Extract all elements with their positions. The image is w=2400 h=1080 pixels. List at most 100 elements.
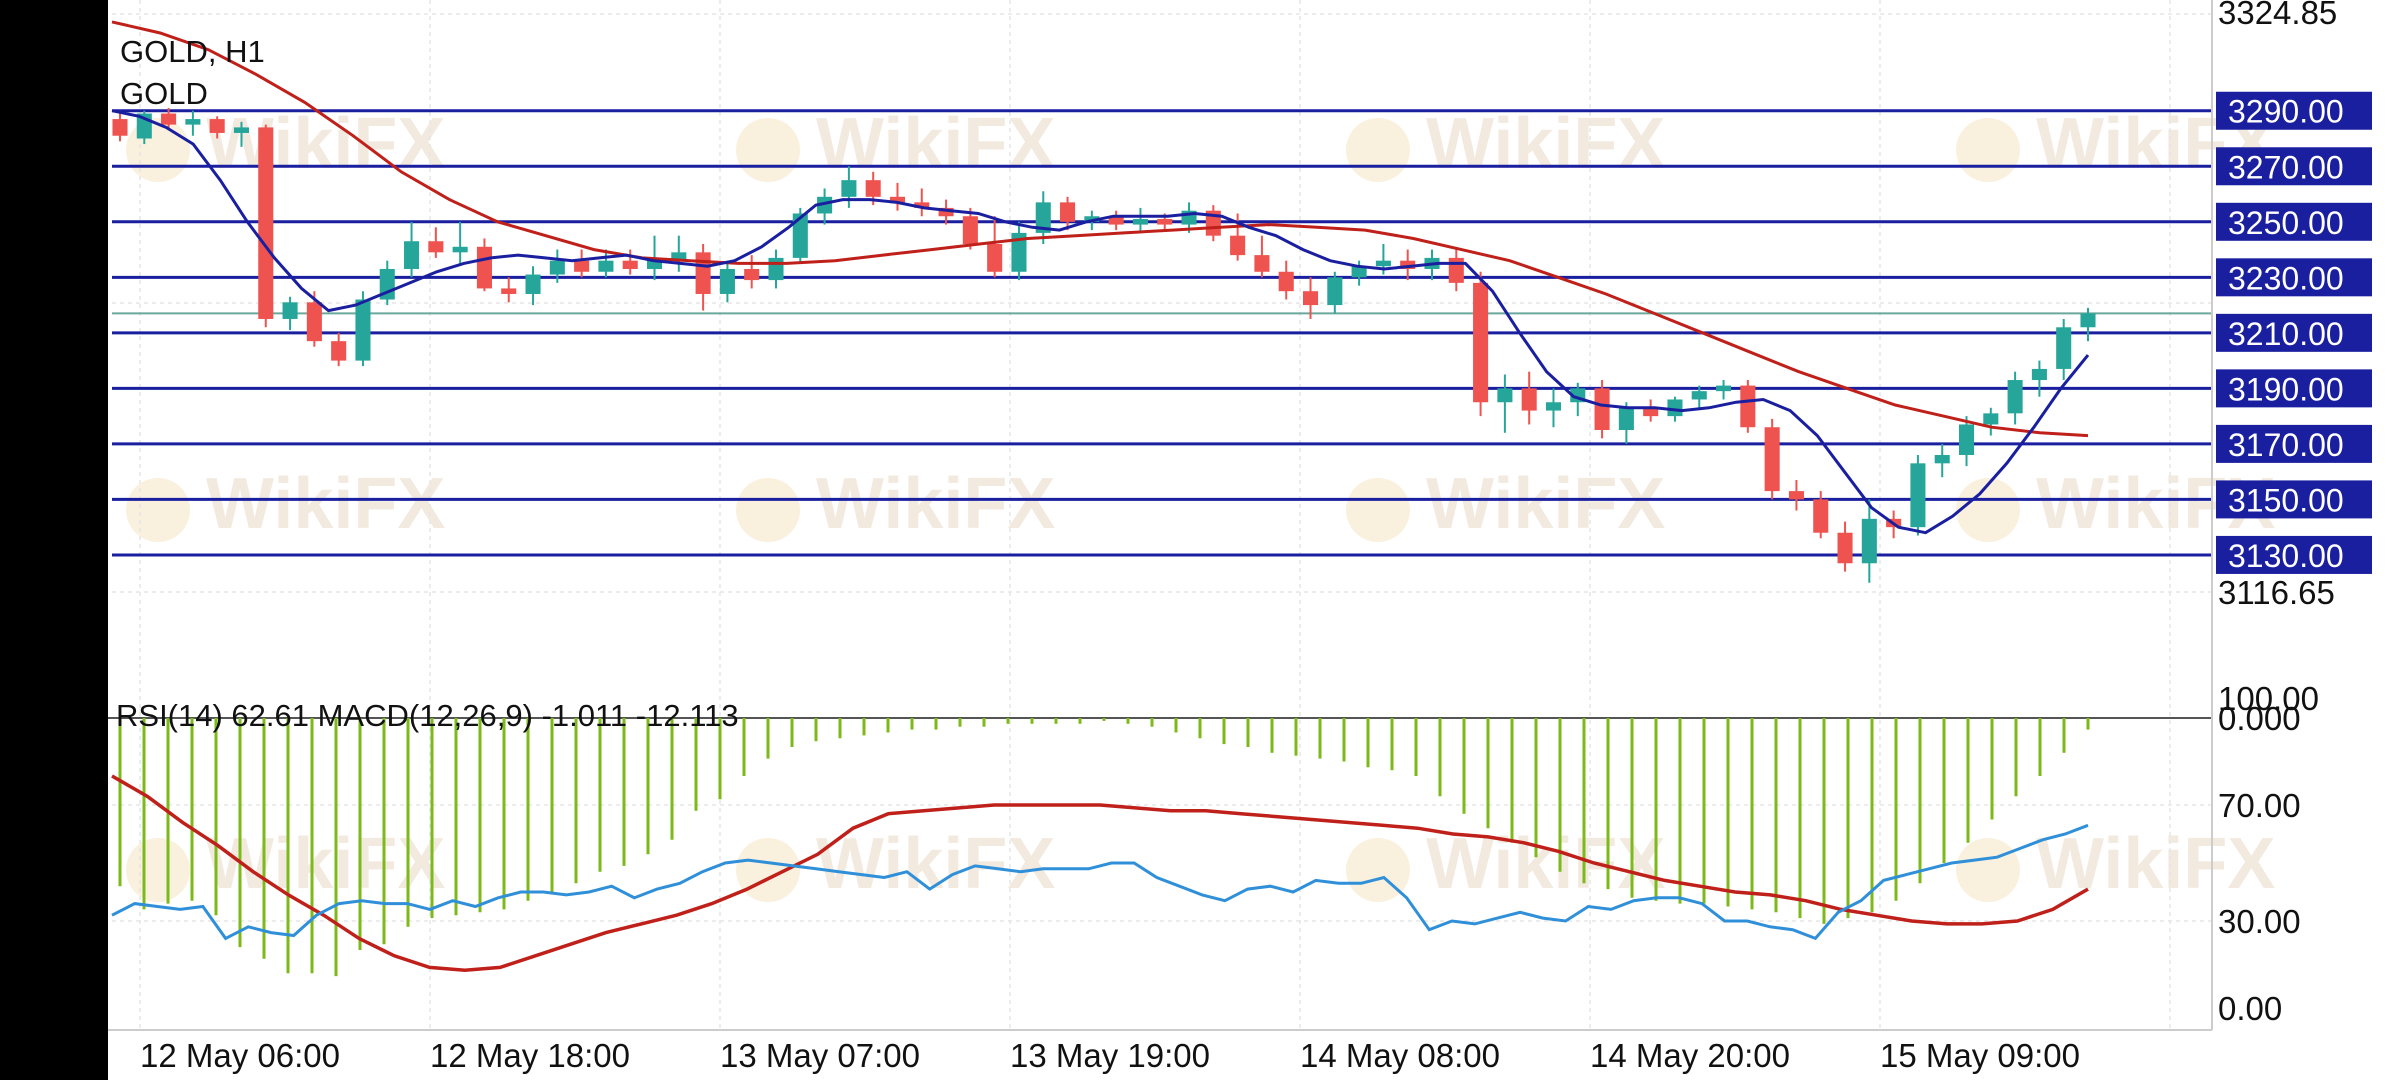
level-tag-label: 3150.00: [2228, 482, 2344, 518]
candle-body: [646, 260, 663, 269]
price-axis-tick-label: 0.000: [2218, 700, 2301, 737]
watermark-text: WikiFX: [1426, 104, 1665, 184]
level-tag-label: 3210.00: [2228, 316, 2344, 352]
candle-body: [987, 244, 1003, 272]
watermark-text: WikiFX: [1426, 824, 1665, 904]
candle-body: [112, 119, 128, 136]
rsi-line: [111, 823, 2089, 941]
candle-body: [1764, 427, 1780, 492]
candle-body: [914, 202, 930, 208]
candle-body: [1521, 388, 1537, 411]
level-tag-label: 3290.00: [2228, 94, 2344, 130]
candle-body: [574, 260, 590, 272]
candle-body: [1278, 271, 1294, 292]
candle-body: [2056, 327, 2072, 369]
candle-body: [1861, 518, 1877, 564]
level-tag-background: [2216, 369, 2372, 408]
candle-body: [1157, 219, 1173, 225]
candle-body: [598, 260, 614, 272]
price-axis-tick-label: 3116.65: [2218, 574, 2335, 611]
watermark-logo-icon: [1956, 118, 2020, 182]
candle-body: [1108, 216, 1124, 225]
level-tag-label: 3170.00: [2228, 427, 2344, 463]
candle-body: [938, 207, 954, 217]
candle-body: [331, 341, 347, 361]
candle-body: [1594, 388, 1610, 431]
candle-body: [404, 241, 420, 269]
level-tag-background: [2216, 202, 2372, 241]
time-axis-tick-label: 15 May 09:00: [1880, 1037, 2080, 1074]
time-axis-tick-label: 12 May 18:00: [430, 1037, 630, 1074]
price-axis-tick-label: 100.00: [2218, 680, 2319, 717]
watermark-layer: WikiFX WikiFX WikiFX WikiFX WikiFX WikiFX Wiki…: [126, 104, 2275, 904]
candle-body: [1230, 235, 1246, 256]
watermark-text: WikiFX: [816, 104, 1055, 184]
candle-body: [282, 302, 298, 319]
candle-body: [671, 252, 687, 261]
candlestick-series: [112, 107, 2096, 583]
time-axis-tick-label: 13 May 07:00: [720, 1037, 920, 1074]
time-axis-tick-label: 14 May 20:00: [1590, 1037, 1790, 1074]
watermark-logo-icon: [736, 838, 800, 902]
watermark-logo-icon: [736, 478, 800, 542]
candle-body: [1958, 424, 1975, 455]
candle-body: [1618, 407, 1634, 431]
candle-body: [1400, 260, 1416, 269]
candle-body: [1545, 402, 1562, 411]
watermark-logo-icon: [1346, 118, 1410, 182]
candle-body: [1788, 491, 1804, 500]
slow-moving-average-line: [111, 20, 2089, 438]
watermark-logo-icon: [126, 478, 190, 542]
level-tag-background: [2216, 147, 2372, 186]
candle-body: [1060, 202, 1076, 222]
candle-body: [719, 268, 735, 294]
level-price-tags: 3290.00 3270.00 3250.00 3230.00 3210.00 3190.…: [2216, 91, 2372, 574]
candle-body: [2080, 313, 2096, 328]
level-tag-label: 3190.00: [2228, 371, 2344, 407]
level-tag-background: [2216, 91, 2372, 130]
watermark-logo-icon: [126, 118, 190, 182]
left-black-bar: [0, 0, 108, 1080]
watermark-text: WikiFX: [816, 824, 1055, 904]
candle-body: [2031, 368, 2047, 381]
candle-body: [1716, 385, 1732, 392]
candle-body: [306, 302, 322, 342]
candle-body: [768, 257, 784, 281]
candle-body: [1643, 407, 1659, 417]
candle-body: [1327, 277, 1343, 306]
indicator-label: RSI(14) 62.61 MACD(12,26,9) -1.011 -12.1…: [116, 698, 739, 733]
time-axis-tick-label: 12 May 06:00: [140, 1037, 340, 1074]
chart-symbol-name: GOLD: [120, 76, 208, 111]
candle-body: [1011, 232, 1027, 272]
macd-histogram: [118, 718, 2090, 977]
candle-body: [355, 299, 371, 361]
candle-body: [1375, 260, 1391, 267]
level-tag-background: [2216, 480, 2372, 519]
candle-body: [1473, 282, 1489, 403]
candle-body: [1084, 216, 1100, 222]
candle-body: [1983, 413, 1999, 425]
watermark-logo-icon: [1956, 838, 2020, 902]
candle-body: [549, 260, 565, 275]
candle-body: [525, 274, 541, 294]
level-tag-label: 3230.00: [2228, 260, 2344, 296]
time-axis-labels[interactable]: 12 May 06:00 12 May 18:00 13 May 07:00 13 M…: [140, 1037, 2080, 1074]
candle-body: [501, 288, 517, 294]
price-axis-tick-label: 30.00: [2218, 903, 2301, 940]
candle-body: [1302, 291, 1319, 306]
candle-body: [1448, 257, 1464, 283]
candle-body: [1740, 385, 1756, 428]
price-axis-labels[interactable]: 3324.85 3116.65 100.000.000 70.00 30.00 0.00: [2218, 0, 2337, 1027]
candle-body: [476, 246, 492, 289]
candle-body: [209, 119, 225, 133]
watermark-text: WikiFX: [206, 464, 445, 544]
candle-body: [258, 127, 274, 319]
watermark-logo-icon: [1956, 478, 2020, 542]
candle-body: [744, 268, 760, 281]
candle-body: [817, 196, 833, 214]
candle-body: [865, 180, 881, 197]
candle-body: [1934, 454, 1950, 464]
grid-lines: [112, 0, 2212, 1030]
watermark-text: WikiFX: [2036, 824, 2275, 904]
